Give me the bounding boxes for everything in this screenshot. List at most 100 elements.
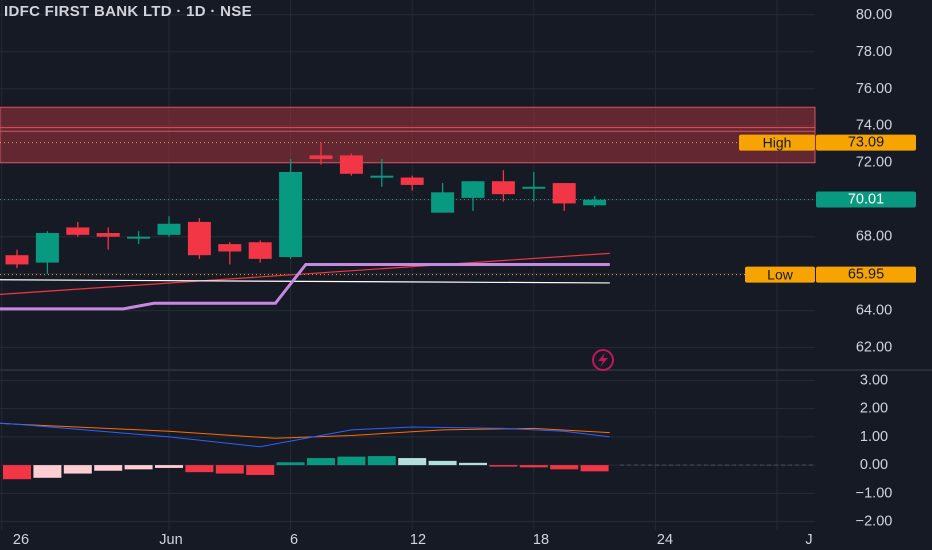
chart-title[interactable]: IDFC FIRST BANK LTD · 1D · NSE: [4, 3, 252, 20]
candle[interactable]: [309, 142, 333, 165]
candle[interactable]: [552, 183, 576, 211]
candles: [5, 142, 607, 274]
histogram-bar: [33, 465, 62, 478]
price-axis-label: 62.00: [856, 340, 892, 356]
indicator-axis-label: −1.00: [856, 485, 893, 501]
histogram-bar: [276, 462, 305, 466]
price-axis-label: 74.00: [856, 118, 892, 134]
low-value-bg: [816, 266, 916, 283]
time-axis-label: 26: [13, 532, 29, 548]
high-badge-label: High: [763, 135, 792, 151]
moving-average-line[interactable]: [0, 252, 610, 301]
low-value-label: 65.95: [848, 267, 884, 283]
candle-body: [552, 183, 576, 204]
price-axis-label: 80.00: [856, 7, 892, 23]
candle[interactable]: [66, 221, 90, 237]
candle-body: [461, 181, 485, 198]
indicator-axis-label: 2.00: [860, 401, 888, 417]
histogram-bar: [367, 456, 396, 466]
candle[interactable]: [35, 231, 59, 274]
high-value-bg: [816, 134, 916, 151]
histogram-bar: [124, 465, 153, 470]
price-axis-label: 78.00: [856, 44, 892, 60]
candle-body: [187, 221, 211, 256]
candle[interactable]: [583, 196, 607, 208]
candle-body: [96, 233, 120, 237]
candle[interactable]: [339, 153, 363, 176]
candle[interactable]: [491, 170, 515, 202]
macd-line[interactable]: [0, 417, 610, 448]
candle-body: [491, 181, 515, 195]
time-axis-label: 18: [533, 532, 549, 548]
histogram-bar: [215, 465, 244, 474]
candle[interactable]: [5, 249, 29, 269]
histogram-bar: [246, 465, 275, 475]
price-axis[interactable]: 80.00 78.00 76.00 74.00 72.00 68.00 64.00 62.00: [856, 7, 892, 356]
candle-body: [370, 175, 394, 178]
candle[interactable]: [218, 242, 242, 265]
candle[interactable]: [248, 240, 272, 263]
indicator-axis-label: 1.00: [860, 429, 888, 445]
high-badge: High 73.09: [739, 134, 916, 151]
high-badge-bg: [739, 134, 815, 151]
histogram-bar: [550, 465, 579, 470]
candle[interactable]: [96, 227, 120, 250]
candle-body: [218, 244, 242, 252]
histogram-bar: [185, 465, 214, 473]
supply-zone[interactable]: [0, 106, 816, 164]
low-badge: Low 65.95: [745, 266, 916, 283]
grid-lines: [0, 0, 815, 530]
histogram-bar: [459, 462, 487, 466]
time-axis-label: 12: [410, 532, 426, 548]
histogram-bar: [155, 465, 183, 468]
histogram-bar: [428, 460, 457, 466]
last-price-label: 70.01: [848, 192, 884, 208]
price-axis-label: 64.00: [856, 303, 892, 319]
candle[interactable]: [522, 171, 546, 202]
indicator-axis-label: 3.00: [860, 372, 888, 388]
lightning-bolt-shape: [598, 353, 608, 367]
indicator-axis[interactable]: 3.00 2.00 1.00 0.00 −1.00 −2.00: [856, 372, 893, 529]
candle-body: [309, 155, 333, 160]
time-axis-label: J: [805, 532, 812, 548]
candle[interactable]: [461, 181, 485, 211]
white-level-line[interactable]: [0, 279, 610, 284]
candle[interactable]: [370, 159, 394, 187]
candle-body: [66, 227, 90, 235]
trailing-stop-line[interactable]: [0, 262, 610, 311]
histogram-bar: [3, 465, 31, 480]
indicator-axis-label: −2.00: [856, 514, 893, 530]
macd-histogram: [3, 456, 609, 480]
candle-body: [157, 223, 181, 235]
lightning-badge-ring: [592, 349, 614, 371]
candle-body: [583, 199, 607, 206]
histogram-bar: [580, 465, 609, 472]
candle[interactable]: [127, 231, 151, 245]
histogram-bar: [398, 458, 427, 466]
candle[interactable]: [431, 183, 455, 213]
candle[interactable]: [187, 218, 211, 259]
lightning-badge-icon[interactable]: [592, 349, 614, 371]
histogram-bar: [337, 456, 366, 466]
candle[interactable]: [279, 159, 303, 259]
last-price-badge: 70.01: [816, 191, 916, 208]
candle-body: [522, 186, 546, 189]
low-badge-label: Low: [767, 267, 794, 283]
time-axis[interactable]: 26 Jun 6 12 18 24 J: [13, 532, 813, 548]
candle[interactable]: [400, 175, 424, 191]
histogram-bar: [519, 465, 548, 468]
candle[interactable]: [157, 216, 181, 237]
time-axis-label: 24: [657, 532, 673, 548]
histogram-bar: [489, 465, 518, 467]
candle-body: [279, 171, 303, 258]
candle-body: [431, 192, 455, 213]
candle-body: [127, 236, 151, 239]
time-axis-label: Jun: [159, 532, 182, 548]
time-axis-label: 6: [290, 532, 298, 548]
indicator-axis-label: 0.00: [860, 457, 888, 473]
histogram-bar: [63, 465, 92, 474]
histogram-bar: [94, 465, 123, 471]
high-value-label: 73.09: [848, 135, 884, 151]
